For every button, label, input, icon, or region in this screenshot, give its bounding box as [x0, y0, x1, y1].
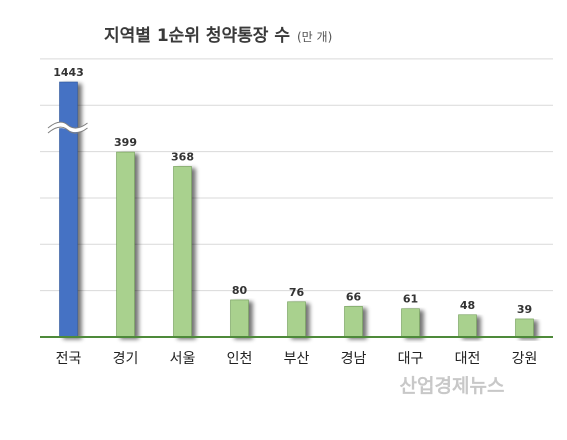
bar-강원 — [515, 318, 534, 338]
bar-경남 — [344, 306, 363, 338]
category-label-인천: 인천 — [227, 351, 253, 367]
watermark: 산업경제뉴스 — [400, 375, 505, 397]
bar-전국 — [59, 81, 78, 338]
chart-unit-text: (만 개) — [297, 30, 332, 44]
value-label-강원: 39 — [517, 303, 532, 316]
category-label-서울: 서울 — [170, 351, 196, 367]
category-labels: 전국 경기 서울 인천 부산 경남 대구 대전 강원 — [56, 351, 538, 367]
bar-대구 — [401, 308, 420, 338]
category-label-경남: 경남 — [341, 351, 367, 367]
bars — [59, 81, 534, 338]
category-label-강원: 강원 — [512, 351, 538, 367]
category-label-전국: 전국 — [56, 351, 82, 367]
bar-인천 — [230, 299, 249, 338]
bar-서울 — [173, 166, 192, 338]
chart-title-text: 지역별 1순위 청약통장 수 — [104, 25, 290, 46]
value-label-부산: 76 — [289, 286, 305, 299]
category-label-경기: 경기 — [113, 351, 139, 367]
bar-대전 — [458, 314, 477, 338]
value-label-대구: 61 — [403, 293, 418, 306]
value-label-인천: 80 — [232, 284, 248, 297]
value-label-대전: 48 — [460, 299, 475, 312]
bar-부산 — [287, 301, 306, 338]
axis-break-gap — [48, 122, 88, 133]
value-label-전국: 1443 — [53, 66, 84, 79]
value-labels: 1443 399 368 80 76 66 61 48 39 — [53, 66, 532, 316]
category-label-부산: 부산 — [284, 351, 310, 367]
axis-break-line — [47, 126, 88, 134]
axis-break-mark — [47, 121, 88, 134]
axis-break-line — [47, 121, 88, 129]
bar-경기 — [116, 151, 135, 338]
value-label-경남: 66 — [346, 290, 362, 303]
chart-title: 지역별 1순위 청약통장 수 (만 개) — [104, 25, 332, 46]
value-label-경기: 399 — [114, 136, 137, 149]
value-label-서울: 368 — [171, 150, 194, 163]
category-label-대구: 대구 — [398, 351, 424, 367]
category-label-대전: 대전 — [455, 351, 481, 367]
